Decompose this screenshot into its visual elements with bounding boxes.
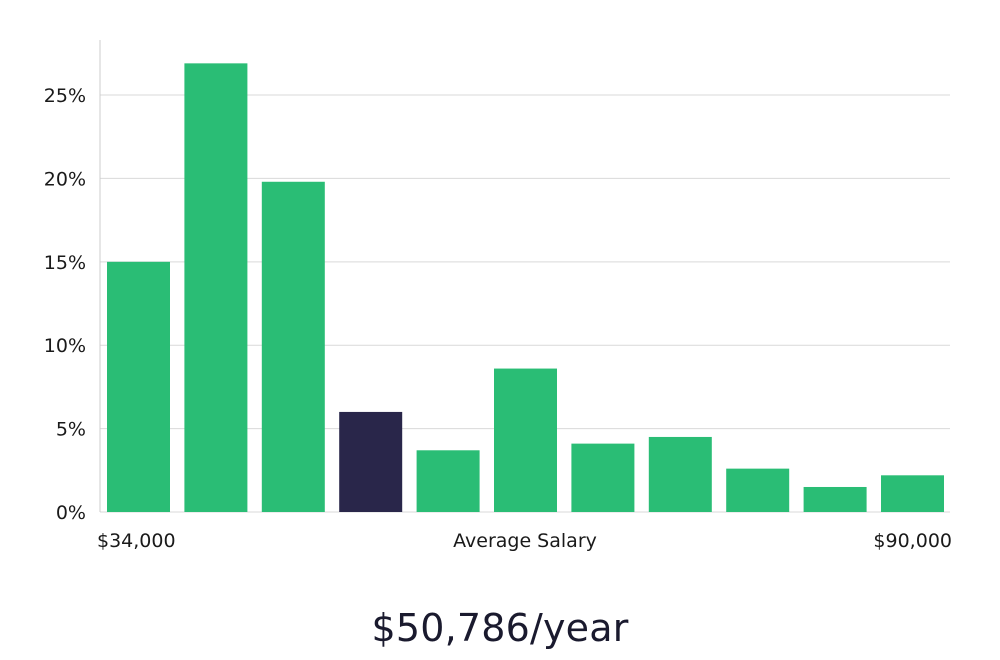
bars [107, 63, 944, 512]
y-tick-label: 5% [56, 419, 86, 441]
average-salary-value: $50,786/year [371, 606, 629, 650]
bar [571, 443, 635, 512]
bar [648, 436, 712, 512]
y-axis-ticks: 0% 5% 10% 15% 20% 25% [44, 85, 86, 524]
bar [107, 261, 170, 512]
y-tick-label: 0% [56, 502, 86, 524]
x-axis-title: Average Salary [453, 530, 597, 552]
bar [261, 181, 325, 512]
bar [726, 468, 790, 512]
x-axis-max-label: $90,000 [873, 530, 952, 552]
bar-highlighted [339, 411, 403, 512]
bar [184, 63, 248, 512]
y-tick-label: 10% [44, 335, 86, 357]
y-tick-label: 20% [44, 168, 86, 190]
y-tick-label: 15% [44, 252, 86, 274]
bar [416, 450, 480, 512]
bar [494, 368, 557, 512]
bar [881, 475, 944, 512]
y-tick-label: 25% [44, 85, 86, 107]
x-axis-min-label: $34,000 [97, 530, 176, 552]
bar [803, 486, 867, 512]
